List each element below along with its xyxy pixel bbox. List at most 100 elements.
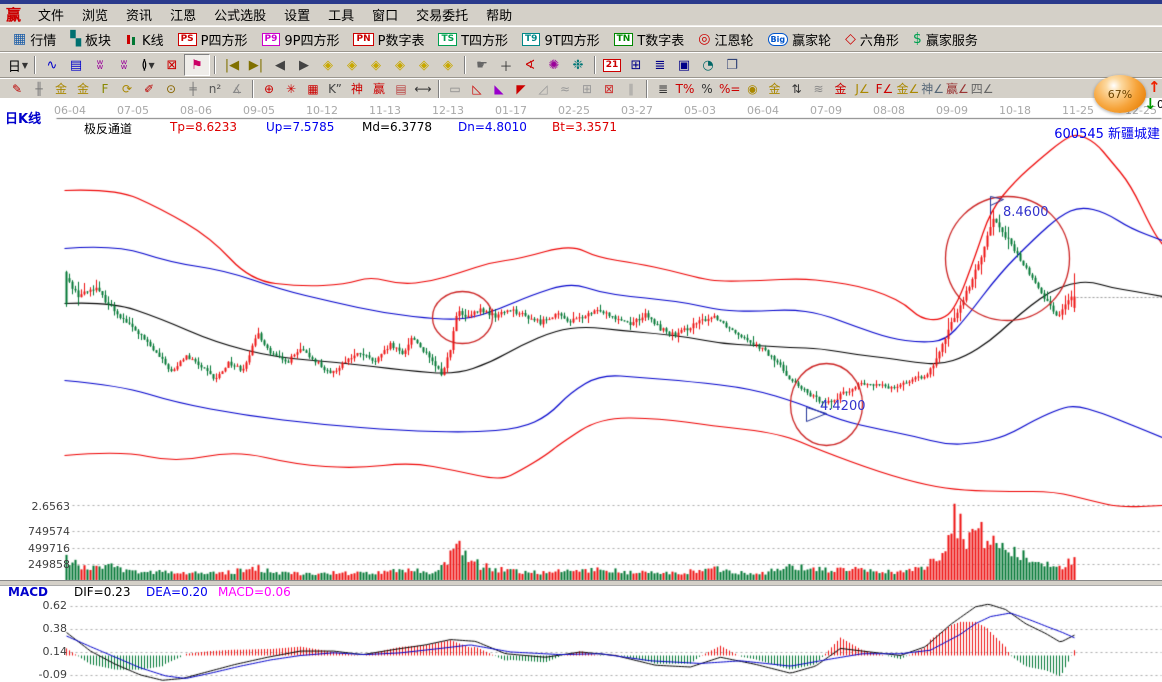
grid-net-icon[interactable]: ▦ — [302, 80, 324, 97]
9p-square-button[interactable]: P9 9P四方形 — [255, 28, 347, 51]
gann-circle-icon[interactable]: ⊕ — [258, 80, 280, 97]
shen-angle-icon[interactable]: 神∠ — [920, 80, 945, 97]
purple-pattern-icon[interactable]: ✺ — [542, 55, 566, 75]
copy-view-icon[interactable]: ❐ — [720, 55, 744, 75]
compass-icon[interactable]: ⊙ — [160, 80, 182, 97]
nav-next-icon[interactable]: ▶ — [292, 55, 316, 75]
nav-last-icon[interactable]: ▶| — [244, 55, 268, 75]
gray-fan-icon[interactable]: ◿ — [532, 80, 554, 97]
globe-time-icon[interactable]: ◔ — [696, 55, 720, 75]
t-digit-table-button[interactable]: TN T数字表 — [607, 28, 692, 51]
menu-item-browse[interactable]: 浏览 — [82, 9, 109, 24]
f-angle-icon[interactable]: F∠ — [873, 80, 895, 97]
diamond-v-compress-icon[interactable]: ◈ — [436, 55, 460, 75]
menu-item-help[interactable]: 帮助 — [486, 9, 513, 24]
winner-wheel-button[interactable]: Big 赢家轮 — [761, 28, 839, 51]
t-percent-icon[interactable]: T% — [674, 80, 696, 97]
j-angle-icon[interactable]: J∠ — [851, 80, 873, 97]
starburst-icon[interactable]: ✳ — [280, 80, 302, 97]
purple-fan-icon[interactable]: ◣ — [488, 80, 510, 97]
si-angle-icon[interactable]: 四∠ — [970, 80, 995, 97]
quotes-button[interactable]: ▦ 行情 — [6, 28, 63, 51]
bars-9-icon[interactable]: ʬ — [112, 55, 136, 75]
candle-style-icon[interactable]: ≬ ▼ — [136, 55, 160, 75]
period-day-dropdown-arrow[interactable]: ▼ — [21, 60, 29, 70]
diamond-h-compress-icon[interactable]: ◈ — [388, 55, 412, 75]
rect-ruler-icon[interactable]: ▭ — [444, 80, 466, 97]
ladder-icon[interactable]: ╪ — [182, 80, 204, 97]
calendar-icon[interactable]: 21 — [600, 55, 624, 75]
winner-service-button[interactable]: $ 赢家服务 — [906, 28, 985, 51]
gold-lines-icon[interactable]: 金 — [763, 80, 785, 97]
gann-wheel-button[interactable]: ◎ 江恩轮 — [691, 28, 760, 51]
gann-ladder-icon[interactable]: ╫ — [28, 80, 50, 97]
period-day-icon[interactable]: 日 ▼ — [6, 55, 30, 75]
menu-item-window[interactable]: 窗口 — [372, 9, 399, 24]
crosshair-icon[interactable]: ＋ — [494, 55, 518, 75]
ruler-pen-icon[interactable]: ✐ — [138, 80, 160, 97]
candle-style-dropdown-arrow[interactable]: ▼ — [148, 60, 155, 70]
percent-lines-icon[interactable]: %= — [718, 80, 741, 97]
9t-square-button[interactable]: T9 9T四方形 — [515, 28, 607, 51]
memo-icon[interactable]: ≣ — [648, 55, 672, 75]
spiral-icon[interactable]: ⟳ — [116, 80, 138, 97]
menu-item-info[interactable]: 资讯 — [126, 9, 153, 24]
curve-window-icon[interactable]: ∿ — [40, 55, 64, 75]
zoom-level-control[interactable]: 67% — [1094, 75, 1146, 113]
pen-tool-icon[interactable]: ✎ — [6, 80, 28, 97]
diamond-h-expand-icon[interactable]: ◈ — [364, 55, 388, 75]
nav-prev-icon[interactable]: ◀ — [268, 55, 292, 75]
draw-panel-icon[interactable]: ⚑ — [184, 54, 210, 76]
pane-separator[interactable] — [0, 580, 1162, 586]
kline-button[interactable]: K线 — [118, 28, 171, 51]
fan-grid-icon[interactable]: ◤ — [510, 80, 532, 97]
percent-icon[interactable]: % — [696, 80, 718, 97]
ying-ladder-icon[interactable]: 赢 — [368, 80, 390, 97]
gold-ladder-2-icon[interactable]: 金 — [72, 80, 94, 97]
bars-3-icon[interactable]: ʬ — [88, 55, 112, 75]
k-quote-icon[interactable]: K” — [324, 80, 346, 97]
parallel-lines-icon[interactable]: ∥ — [620, 80, 642, 97]
grid-1-icon[interactable]: ⊞ — [576, 80, 598, 97]
teal-pattern-icon[interactable]: ❉ — [566, 55, 590, 75]
menu-item-formula-pick[interactable]: 公式选股 — [214, 9, 267, 24]
n-square-icon[interactable]: n² — [204, 80, 226, 97]
gold-underline-icon[interactable]: 金 — [829, 80, 851, 97]
sectors-button[interactable]: ▚ 板块 — [63, 28, 118, 51]
gold-angle-icon[interactable]: 金∠ — [895, 80, 920, 97]
compare-icon[interactable]: ⇅ — [785, 80, 807, 97]
gold-ladder-1-icon[interactable]: 金 — [50, 80, 72, 97]
info-panel-icon[interactable]: ▤ — [64, 55, 88, 75]
hexagon-button[interactable]: ◇ 六角形 — [838, 28, 906, 51]
grid-2-icon[interactable]: ⊠ — [598, 80, 620, 97]
calculator-icon[interactable]: ⊞ — [624, 55, 648, 75]
menu-item-trade[interactable]: 交易委托 — [416, 9, 469, 24]
ying-angle-icon[interactable]: 赢∠ — [945, 80, 970, 97]
nav-first-icon[interactable]: |◀ — [220, 55, 244, 75]
zoom-in-arrow[interactable]: ↑ — [1148, 78, 1161, 96]
menu-item-gann[interactable]: 江恩 — [170, 9, 197, 24]
diamond-left-icon[interactable]: ◈ — [316, 55, 340, 75]
hand-tool-icon[interactable]: ☛ — [470, 55, 494, 75]
shen-ladder-icon[interactable]: 神 — [346, 80, 368, 97]
angle-tool-icon[interactable]: ∢ — [518, 55, 542, 75]
menu-item-file[interactable]: 文件 — [38, 9, 65, 24]
width-measure-icon[interactable]: ⟷ — [412, 80, 434, 97]
f-ladder-icon[interactable]: F — [94, 80, 116, 97]
p-digit-table-button[interactable]: PN P数字表 — [346, 28, 431, 51]
zoom-out-arrow[interactable]: ↓ — [1144, 95, 1157, 113]
red-fan-icon[interactable]: ◺ — [466, 80, 488, 97]
diamond-right-icon[interactable]: ◈ — [340, 55, 364, 75]
save-icon[interactable]: ▣ — [672, 55, 696, 75]
stats-icon[interactable]: ≣ — [652, 80, 674, 97]
t-square-button[interactable]: TS T四方形 — [431, 28, 515, 51]
menu-item-settings[interactable]: 设置 — [284, 9, 311, 24]
price-table-icon[interactable]: ▤ — [390, 80, 412, 97]
angle-ruler-icon[interactable]: ∡ — [226, 80, 248, 97]
wave-icon[interactable]: ≈ — [554, 80, 576, 97]
gold-circle-icon[interactable]: ◉ — [741, 80, 763, 97]
region-stats-icon[interactable]: ⊠ — [160, 55, 184, 75]
wave-av-icon[interactable]: ≋ — [807, 80, 829, 97]
p-square-button[interactable]: PS P四方形 — [171, 28, 255, 51]
